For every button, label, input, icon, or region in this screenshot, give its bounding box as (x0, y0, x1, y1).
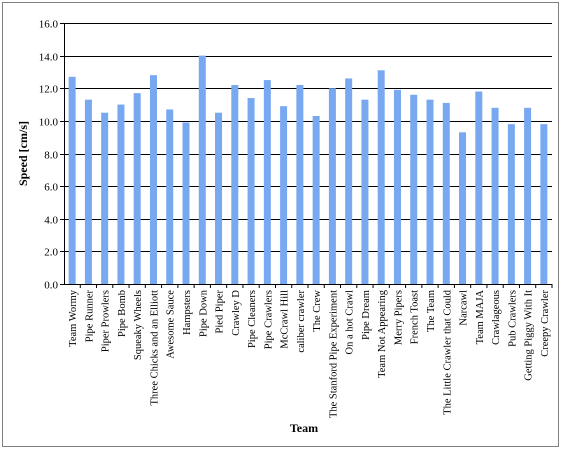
bar (247, 98, 255, 284)
bar (296, 84, 304, 284)
x-tick-label: Pied Piper (215, 290, 226, 334)
bar (133, 93, 141, 284)
bar (182, 122, 190, 284)
bar (149, 75, 157, 284)
x-tick-label: caliber crawler (296, 290, 307, 353)
x-tick-label: Squeaky Wheels (133, 290, 144, 360)
x-tick-labels: Team Wormy Pipe Runner Piper Prowlers Pipe … (68, 289, 551, 418)
x-tick-label: Three Chicks and an Elliott (149, 290, 160, 406)
x-tick-label: The Little Crawler that Could (442, 289, 453, 415)
x-tick-label: On a hot Crawl (345, 290, 356, 355)
bar (84, 99, 92, 284)
x-tick-label: The Team (426, 290, 437, 332)
bar (345, 78, 353, 285)
bar (263, 80, 271, 284)
bar (280, 106, 288, 284)
bar (231, 84, 239, 284)
bars (68, 55, 548, 285)
x-tick-label: French Toast (410, 290, 421, 344)
y-tick-label: 12.0 (39, 84, 59, 96)
x-tick-label: Pipe Runner (84, 289, 95, 342)
bar (312, 115, 320, 284)
y-tick-label: 16.0 (39, 19, 59, 31)
x-tick-label: Narcawl (459, 290, 470, 326)
x-tick-label: Pipe Down (198, 289, 209, 337)
x-tick-label: Creepy Crawler (540, 289, 551, 356)
bar (524, 107, 532, 284)
bar (426, 99, 434, 284)
y-tick-label: 6.0 (44, 182, 58, 194)
x-tick-label: The Stanford Pipe Experiment (328, 290, 339, 418)
bar (361, 99, 369, 284)
x-tick-label: McCrawl Hill (280, 290, 291, 349)
x-tick-label: Getting Piggy With It (524, 290, 535, 381)
bar (377, 70, 385, 285)
bar (475, 91, 483, 284)
x-tick-label: Team MAJA (475, 290, 486, 345)
x-tick-label: Pipe Bomb (117, 290, 128, 337)
x-tick-label: Team Not Appearing (377, 289, 388, 378)
x-tick-label: Crawley D (231, 290, 242, 336)
y-tick-label: 8.0 (44, 150, 58, 162)
x-tick-label: Awesome Sauce (166, 290, 177, 359)
x-tick-label: Crawlageous (491, 290, 502, 345)
x-tick-label: Piper Prowlers (101, 290, 112, 352)
x-tick-label: Pipe Dream (361, 290, 372, 340)
y-tick-label: 14.0 (39, 52, 59, 64)
bar (117, 104, 125, 284)
y-tick-label: 10.0 (39, 117, 59, 129)
x-tick-label: Hampsters (182, 290, 193, 335)
x-tick-label: Merry Pipers (393, 290, 404, 345)
y-tick-labels: 0.0 2.0 4.0 6.0 8.0 10.0 12.0 14.0 16.0 (39, 19, 59, 292)
bar (459, 132, 467, 284)
x-axis-title: Team (290, 421, 318, 435)
x-tick-label: The Crew (312, 290, 323, 332)
bar (68, 76, 76, 284)
x-tick-label: Pub Crawlers (507, 290, 518, 347)
y-axis-title: Speed [cm/s] (16, 121, 30, 186)
bar (166, 109, 174, 284)
bar (442, 102, 450, 285)
axes (60, 23, 553, 288)
bar (328, 88, 336, 284)
bar (393, 89, 401, 284)
bar (215, 112, 223, 284)
bar (198, 55, 206, 284)
x-tick-label: Team Wormy (68, 289, 79, 347)
bar (491, 107, 499, 284)
bar (410, 94, 418, 285)
bar (507, 124, 515, 284)
x-tick-label: Pipe Crawlers (263, 290, 274, 349)
bar (101, 112, 109, 284)
bar (540, 124, 548, 284)
y-tick-label: 2.0 (44, 247, 58, 259)
y-tick-label: 0.0 (44, 280, 58, 292)
y-tick-label: 4.0 (44, 215, 58, 227)
x-tick-label: Pipe Cleaners (247, 290, 258, 348)
